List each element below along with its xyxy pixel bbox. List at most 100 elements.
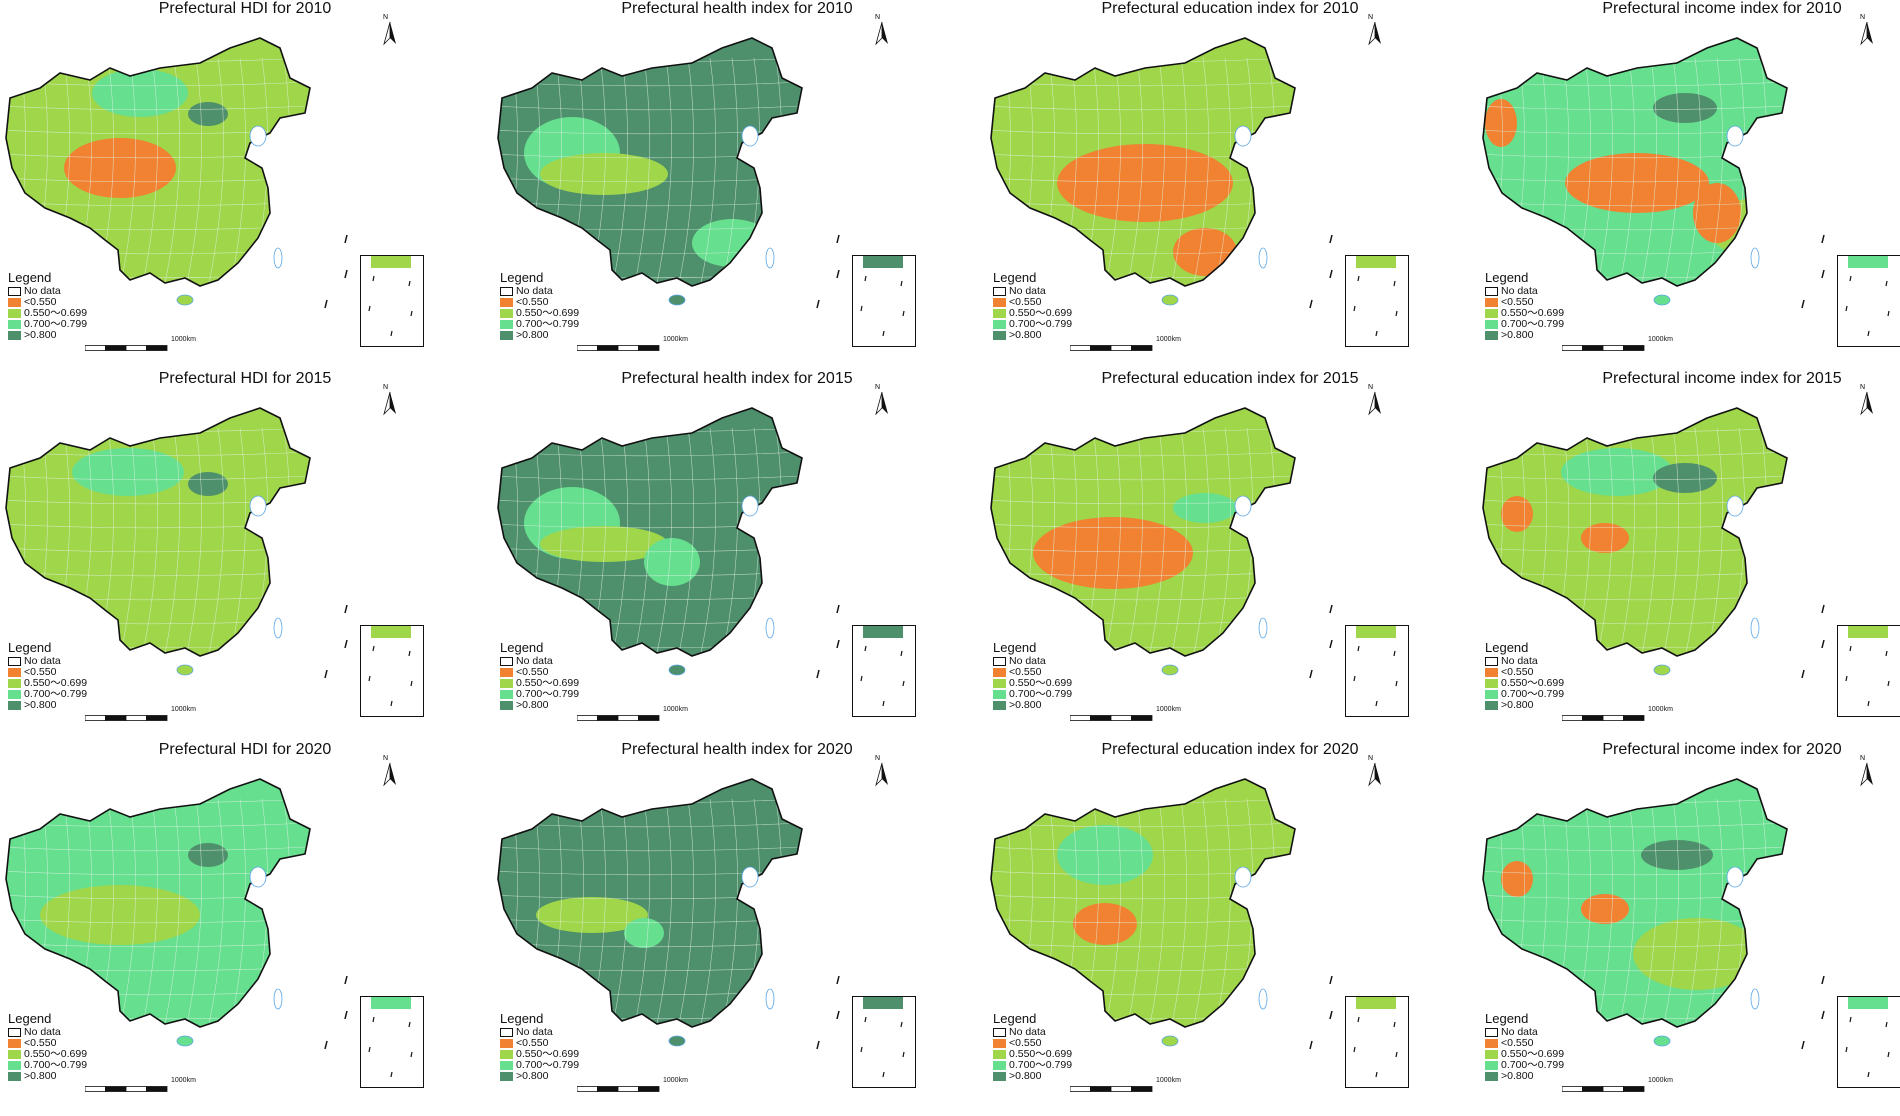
legend-swatch [8, 331, 21, 340]
region-base [1483, 408, 1787, 656]
legend-swatch [1485, 1050, 1498, 1059]
map-legend: Legend No data <0.550 0.550～0.699 0.700～0.79… [500, 271, 579, 341]
legend-label: >0.800 [1009, 329, 1042, 341]
legend-item: No data [1485, 1027, 1564, 1038]
north-arrow-icon: N [1365, 14, 1385, 53]
legend-label: No data [1009, 1026, 1046, 1038]
legend-title: Legend [500, 1011, 544, 1026]
legend-swatch [8, 668, 21, 677]
legend-swatch [8, 1039, 21, 1048]
region-patch [292, 508, 310, 598]
legend-label: 0.700～0.799 [1009, 318, 1073, 330]
legend-label: >0.800 [24, 1070, 57, 1082]
map-panel: Prefectural income index for 2010 N Legend… [1477, 0, 1900, 375]
legend-swatch [500, 668, 513, 677]
legend-label: <0.550 [1009, 1037, 1042, 1049]
legend-item: 0.700～0.799 [993, 319, 1072, 330]
legend-label: No data [1501, 285, 1538, 297]
legend-item: 0.700～0.799 [500, 1060, 579, 1071]
legend-label: 0.550～0.699 [24, 307, 88, 319]
scale-bar: 1000km [84, 336, 196, 356]
legend-swatch [1485, 1072, 1498, 1081]
legend-item: No data [8, 286, 87, 297]
legend-swatch [993, 1050, 1006, 1059]
legend-item: No data [500, 656, 579, 667]
legend-item: >0.800 [1485, 330, 1564, 341]
legend-swatch [500, 657, 513, 666]
region-patch [1501, 861, 1533, 897]
scale-label: 1000km [171, 706, 196, 713]
map-title: Prefectural education index for 2015 [1101, 370, 1359, 387]
map-panel: Prefectural education index for 2020 N Leg… [985, 741, 1475, 1116]
north-arrow-icon: N [1857, 755, 1877, 794]
map-title: Prefectural health index for 2015 [621, 370, 853, 387]
legend-item: 0.550～0.699 [1485, 308, 1564, 319]
legend-label: 0.700～0.799 [516, 1059, 580, 1071]
legend-swatch [500, 320, 513, 329]
north-arrow-icon: N [1365, 384, 1385, 423]
map-panel: Prefectural income index for 2020 N Legend… [1477, 741, 1900, 1116]
legend-label: No data [24, 285, 61, 297]
legend-title: Legend [500, 640, 544, 655]
south-china-sea-inset [1345, 625, 1409, 717]
legend-item: >0.800 [8, 330, 87, 341]
legend-swatch [993, 1072, 1006, 1081]
legend-item: <0.550 [500, 1038, 579, 1049]
legend-swatch [1485, 309, 1498, 318]
scale-bar: 1000km [576, 706, 688, 726]
legend-swatch [993, 668, 1006, 677]
scale-label: 1000km [663, 1077, 688, 1084]
legend-item: >0.800 [1485, 700, 1564, 711]
south-china-sea-inset [1345, 996, 1409, 1088]
north-arrow-icon: N [1365, 755, 1385, 794]
north-arrow-icon: N [380, 755, 400, 794]
region-patch [1769, 511, 1787, 595]
legend-item: No data [500, 286, 579, 297]
legend-label: 0.550～0.699 [24, 1048, 88, 1060]
legend-item: >0.800 [500, 330, 579, 341]
map-panel: Prefectural HDI for 2020 N Legend No data <0… [0, 741, 490, 1116]
south-china-sea-inset [1837, 625, 1900, 717]
legend-swatch [1485, 331, 1498, 340]
legend-title: Legend [993, 640, 1037, 655]
region-patch [1693, 183, 1741, 243]
legend-item: 0.550～0.699 [8, 1049, 87, 1060]
legend-label: No data [1501, 655, 1538, 667]
legend-swatch [1485, 1028, 1498, 1037]
region-patch [1561, 448, 1673, 496]
legend-item: 0.550～0.699 [500, 678, 579, 689]
legend-swatch [993, 657, 1006, 666]
north-arrow-icon: N [380, 14, 400, 53]
choropleth-map [497, 37, 840, 309]
south-china-sea-inset [360, 255, 424, 347]
legend-label: 0.550～0.699 [1009, 1048, 1073, 1060]
legend-item: No data [993, 656, 1072, 667]
region-base [991, 779, 1295, 1027]
region-patch [1305, 114, 1345, 162]
legend-item: 0.700～0.799 [993, 689, 1072, 700]
legend-label: 0.700～0.799 [24, 318, 88, 330]
legend-label: >0.800 [1501, 699, 1534, 711]
scale-bar: 1000km [1069, 336, 1181, 356]
north-arrow-icon: N [872, 14, 892, 53]
legend-item: 0.700～0.799 [8, 689, 87, 700]
legend-swatch [993, 1061, 1006, 1070]
region-patch [40, 885, 200, 945]
map-title: Prefectural health index for 2020 [621, 741, 853, 758]
legend-label: <0.550 [1501, 296, 1534, 308]
south-china-sea-inset [360, 625, 424, 717]
legend-item: No data [8, 1027, 87, 1038]
legend-label: 0.550～0.699 [516, 1048, 580, 1060]
legend-title: Legend [1485, 270, 1529, 285]
choropleth-map [990, 407, 1333, 679]
legend-swatch [993, 287, 1006, 296]
legend-item: >0.800 [1485, 1071, 1564, 1082]
legend-item: <0.550 [993, 667, 1072, 678]
map-panel: Prefectural income index for 2015 N Legend… [1477, 370, 1900, 745]
legend-item: 0.550～0.699 [8, 678, 87, 689]
legend-label: 0.550～0.699 [1501, 677, 1565, 689]
legend-item: <0.550 [1485, 667, 1564, 678]
scale-bar: 1000km [1561, 1077, 1673, 1097]
legend-label: >0.800 [24, 699, 57, 711]
map-panel: Prefectural health index for 2020 N Legend… [492, 741, 982, 1116]
